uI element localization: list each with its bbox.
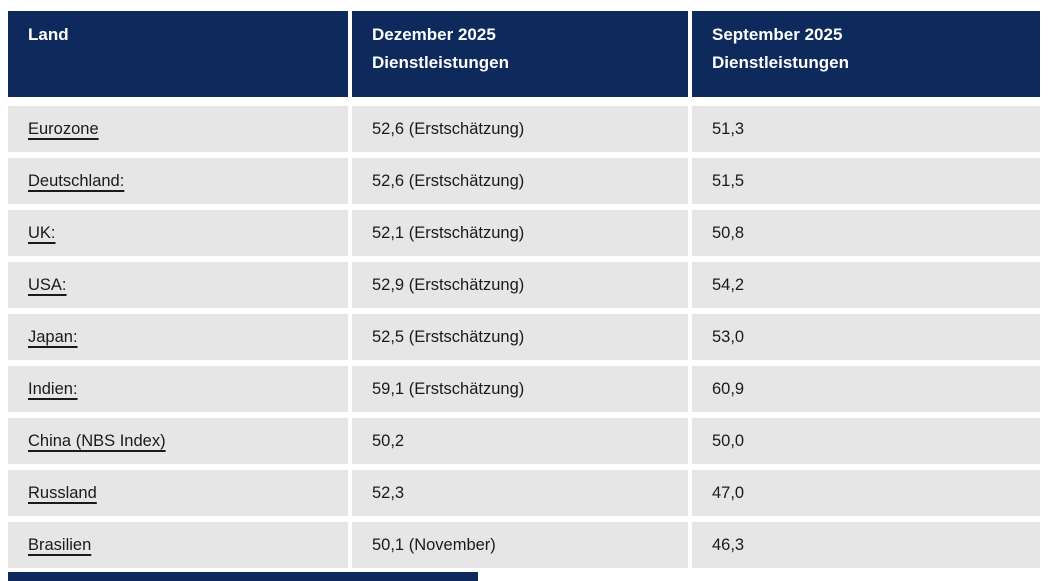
dezember-value-cell: 50,2 <box>352 418 688 464</box>
country-link-deutschland[interactable]: Deutschland: <box>28 171 125 190</box>
country-link-eurozone[interactable]: Eurozone <box>28 119 99 138</box>
september-value-cell: 53,0 <box>692 314 1040 360</box>
september-value-cell: 50,8 <box>692 210 1040 256</box>
dezember-value-cell: 52,6 (Erstschätzung) <box>352 106 688 152</box>
september-value-cell: 47,0 <box>692 470 1040 516</box>
country-cell: Russland <box>8 470 348 516</box>
next-table-header-partial-bar <box>8 572 478 581</box>
country-cell: Eurozone <box>8 106 348 152</box>
column-header-september-2025: September 2025 Dienstleistungen <box>692 11 1040 97</box>
country-link-japan[interactable]: Japan: <box>28 327 78 346</box>
country-cell: Deutschland: <box>8 158 348 204</box>
country-link-russland[interactable]: Russland <box>28 483 97 502</box>
country-link-china[interactable]: China (NBS Index) <box>28 431 166 450</box>
dezember-value-cell: 59,1 (Erstschätzung) <box>352 366 688 412</box>
country-link-indien[interactable]: Indien: <box>28 379 78 398</box>
pmi-services-table: Land Dezember 2025 Dienstleistungen Sept… <box>8 11 1040 568</box>
table-body: Eurozone 52,6 (Erstschätzung) 51,3 Deuts… <box>8 106 1040 568</box>
country-cell: Brasilien <box>8 522 348 568</box>
column-header-land: Land <box>8 11 348 97</box>
dezember-value-cell: 52,3 <box>352 470 688 516</box>
country-cell: Indien: <box>8 366 348 412</box>
country-cell: China (NBS Index) <box>8 418 348 464</box>
september-value-cell: 60,9 <box>692 366 1040 412</box>
country-cell: USA: <box>8 262 348 308</box>
september-value-cell: 51,3 <box>692 106 1040 152</box>
column-header-dezember-2025: Dezember 2025 Dienstleistungen <box>352 11 688 97</box>
dezember-value-cell: 52,1 (Erstschätzung) <box>352 210 688 256</box>
dezember-value-cell: 52,5 (Erstschätzung) <box>352 314 688 360</box>
september-value-cell: 54,2 <box>692 262 1040 308</box>
dezember-value-cell: 52,6 (Erstschätzung) <box>352 158 688 204</box>
country-cell: UK: <box>8 210 348 256</box>
country-cell: Japan: <box>8 314 348 360</box>
september-value-cell: 51,5 <box>692 158 1040 204</box>
dezember-value-cell: 52,9 (Erstschätzung) <box>352 262 688 308</box>
country-link-brasilien[interactable]: Brasilien <box>28 535 92 554</box>
country-link-usa[interactable]: USA: <box>28 275 67 294</box>
dezember-value-cell: 50,1 (November) <box>352 522 688 568</box>
september-value-cell: 46,3 <box>692 522 1040 568</box>
country-link-uk[interactable]: UK: <box>28 223 56 242</box>
table-header-row: Land Dezember 2025 Dienstleistungen Sept… <box>8 11 1040 97</box>
september-value-cell: 50,0 <box>692 418 1040 464</box>
